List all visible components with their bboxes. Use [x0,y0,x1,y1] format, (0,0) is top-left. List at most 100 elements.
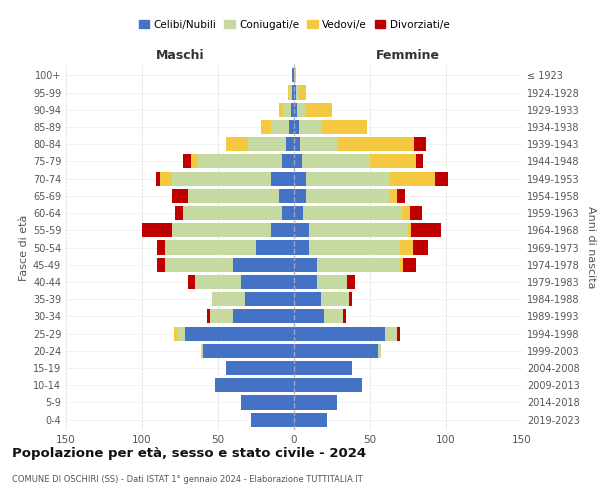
Bar [294,102,297,117]
Bar [203,344,294,358]
Bar [260,120,271,134]
Bar [185,326,294,340]
Bar [208,310,211,324]
Bar [294,189,306,203]
Bar [299,120,322,134]
Text: COMUNE DI OSCHIRI (SS) - Dati ISTAT 1° gennaio 2024 - Elaborazione TUTTITALIA.IT: COMUNE DI OSCHIRI (SS) - Dati ISTAT 1° g… [12,476,363,484]
Bar [292,68,294,82]
Bar [211,310,233,324]
Bar [279,189,294,203]
Bar [296,86,299,100]
Bar [289,120,294,134]
Bar [385,326,397,340]
Bar [282,154,294,168]
Bar [191,154,198,168]
Bar [294,240,309,254]
Bar [155,172,160,185]
Text: Maschi: Maschi [155,50,205,62]
Bar [325,310,343,324]
Bar [188,275,195,289]
Bar [286,137,294,152]
Bar [294,258,317,272]
Bar [294,120,299,134]
Bar [297,102,305,117]
Bar [306,189,390,203]
Bar [294,68,296,82]
Bar [183,154,191,168]
Bar [294,396,337,409]
Bar [322,120,367,134]
Bar [302,154,370,168]
Bar [294,206,303,220]
Y-axis label: Fasce di età: Fasce di età [19,214,29,280]
Bar [410,206,422,220]
Bar [233,258,294,272]
Bar [294,378,362,392]
Bar [251,412,294,426]
Bar [291,102,294,117]
Bar [271,172,294,185]
Bar [402,206,410,220]
Bar [347,275,355,289]
Bar [377,344,380,358]
Bar [413,240,428,254]
Bar [306,172,390,185]
Bar [245,292,294,306]
Text: Femmine: Femmine [376,50,440,62]
Bar [165,240,256,254]
Bar [174,326,177,340]
Bar [400,240,413,254]
Bar [400,258,403,272]
Bar [294,310,325,324]
Bar [248,137,286,152]
Bar [233,310,294,324]
Text: Popolazione per età, sesso e stato civile - 2024: Popolazione per età, sesso e stato civil… [12,448,366,460]
Bar [198,154,282,168]
Bar [294,326,385,340]
Bar [279,102,283,117]
Bar [160,172,172,185]
Bar [408,223,411,238]
Bar [322,292,349,306]
Bar [294,172,306,185]
Bar [414,137,426,152]
Bar [157,258,165,272]
Bar [157,240,165,254]
Bar [294,361,352,375]
Bar [226,137,248,152]
Bar [338,137,414,152]
Bar [309,240,400,254]
Bar [212,292,245,306]
Bar [349,292,352,306]
Bar [294,86,296,100]
Bar [294,223,309,238]
Y-axis label: Anni di nascita: Anni di nascita [586,206,596,289]
Bar [183,206,282,220]
Bar [317,275,347,289]
Bar [294,412,328,426]
Bar [271,120,289,134]
Bar [288,86,289,100]
Bar [175,206,183,220]
Bar [241,275,294,289]
Legend: Celibi/Nubili, Coniugati/e, Vedovi/e, Divorziati/e: Celibi/Nubili, Coniugati/e, Vedovi/e, Di… [134,16,454,34]
Bar [436,172,448,185]
Bar [294,344,377,358]
Bar [416,154,423,168]
Bar [282,206,294,220]
Bar [397,189,405,203]
Bar [172,223,271,238]
Bar [241,396,294,409]
Bar [303,206,402,220]
Bar [177,326,185,340]
Bar [256,240,294,254]
Bar [172,189,188,203]
Bar [215,378,294,392]
Bar [309,223,408,238]
Bar [403,258,416,272]
Bar [165,258,233,272]
Bar [294,275,317,289]
Bar [195,275,241,289]
Bar [226,361,294,375]
Bar [397,326,400,340]
